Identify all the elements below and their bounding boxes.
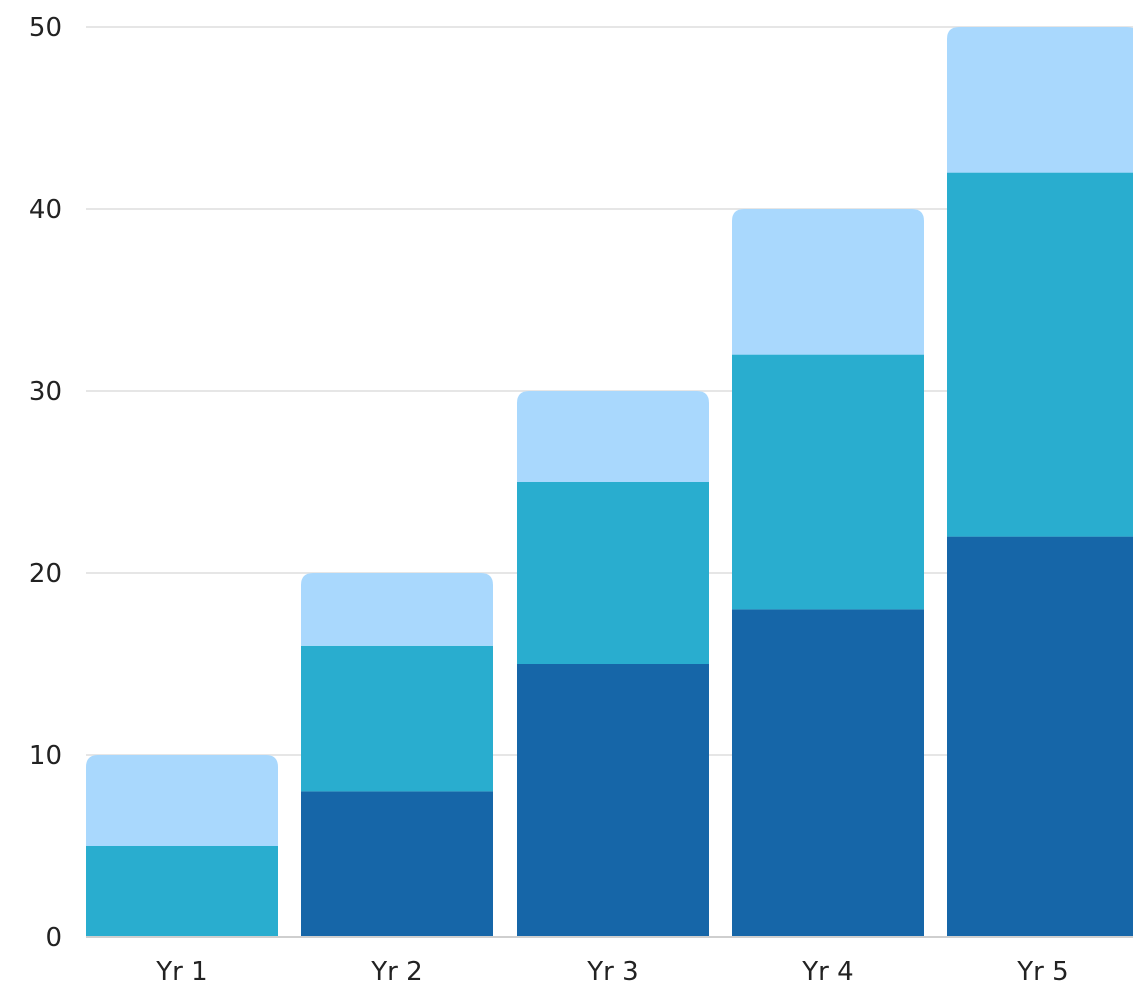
x-tick-label: Yr 5 — [1016, 957, 1068, 987]
y-tick-label: 40 — [29, 195, 62, 225]
bar-segment — [517, 482, 709, 664]
y-tick-labels: 0 10 20 30 40 50 — [29, 13, 62, 953]
y-tick-label: 30 — [29, 377, 62, 407]
y-tick-label: 50 — [29, 13, 62, 43]
x-tick-label: Yr 4 — [801, 957, 853, 987]
x-tick-label: Yr 2 — [370, 957, 422, 987]
y-tick-label: 20 — [29, 559, 62, 589]
bar-segment — [732, 354, 924, 610]
bar-segment — [947, 172, 1133, 537]
x-tick-label: Yr 1 — [155, 957, 207, 987]
y-tick-label: 0 — [45, 923, 62, 953]
bar-segment — [301, 573, 493, 646]
bar-segment — [86, 846, 278, 937]
bar-segment — [86, 755, 278, 846]
bar-segment — [947, 536, 1133, 937]
bar-segment — [517, 664, 709, 937]
bar-segment — [732, 609, 924, 937]
bar-segment — [301, 791, 493, 937]
bars — [86, 27, 1133, 937]
bar-segment — [517, 391, 709, 482]
bar-segment — [732, 209, 924, 355]
bar-segment — [301, 645, 493, 792]
x-tick-labels: Yr 1 Yr 2 Yr 3 Yr 4 Yr 5 — [155, 957, 1068, 987]
x-tick-label: Yr 3 — [586, 957, 638, 987]
y-tick-label: 10 — [29, 741, 62, 771]
bar-segment — [947, 27, 1133, 173]
